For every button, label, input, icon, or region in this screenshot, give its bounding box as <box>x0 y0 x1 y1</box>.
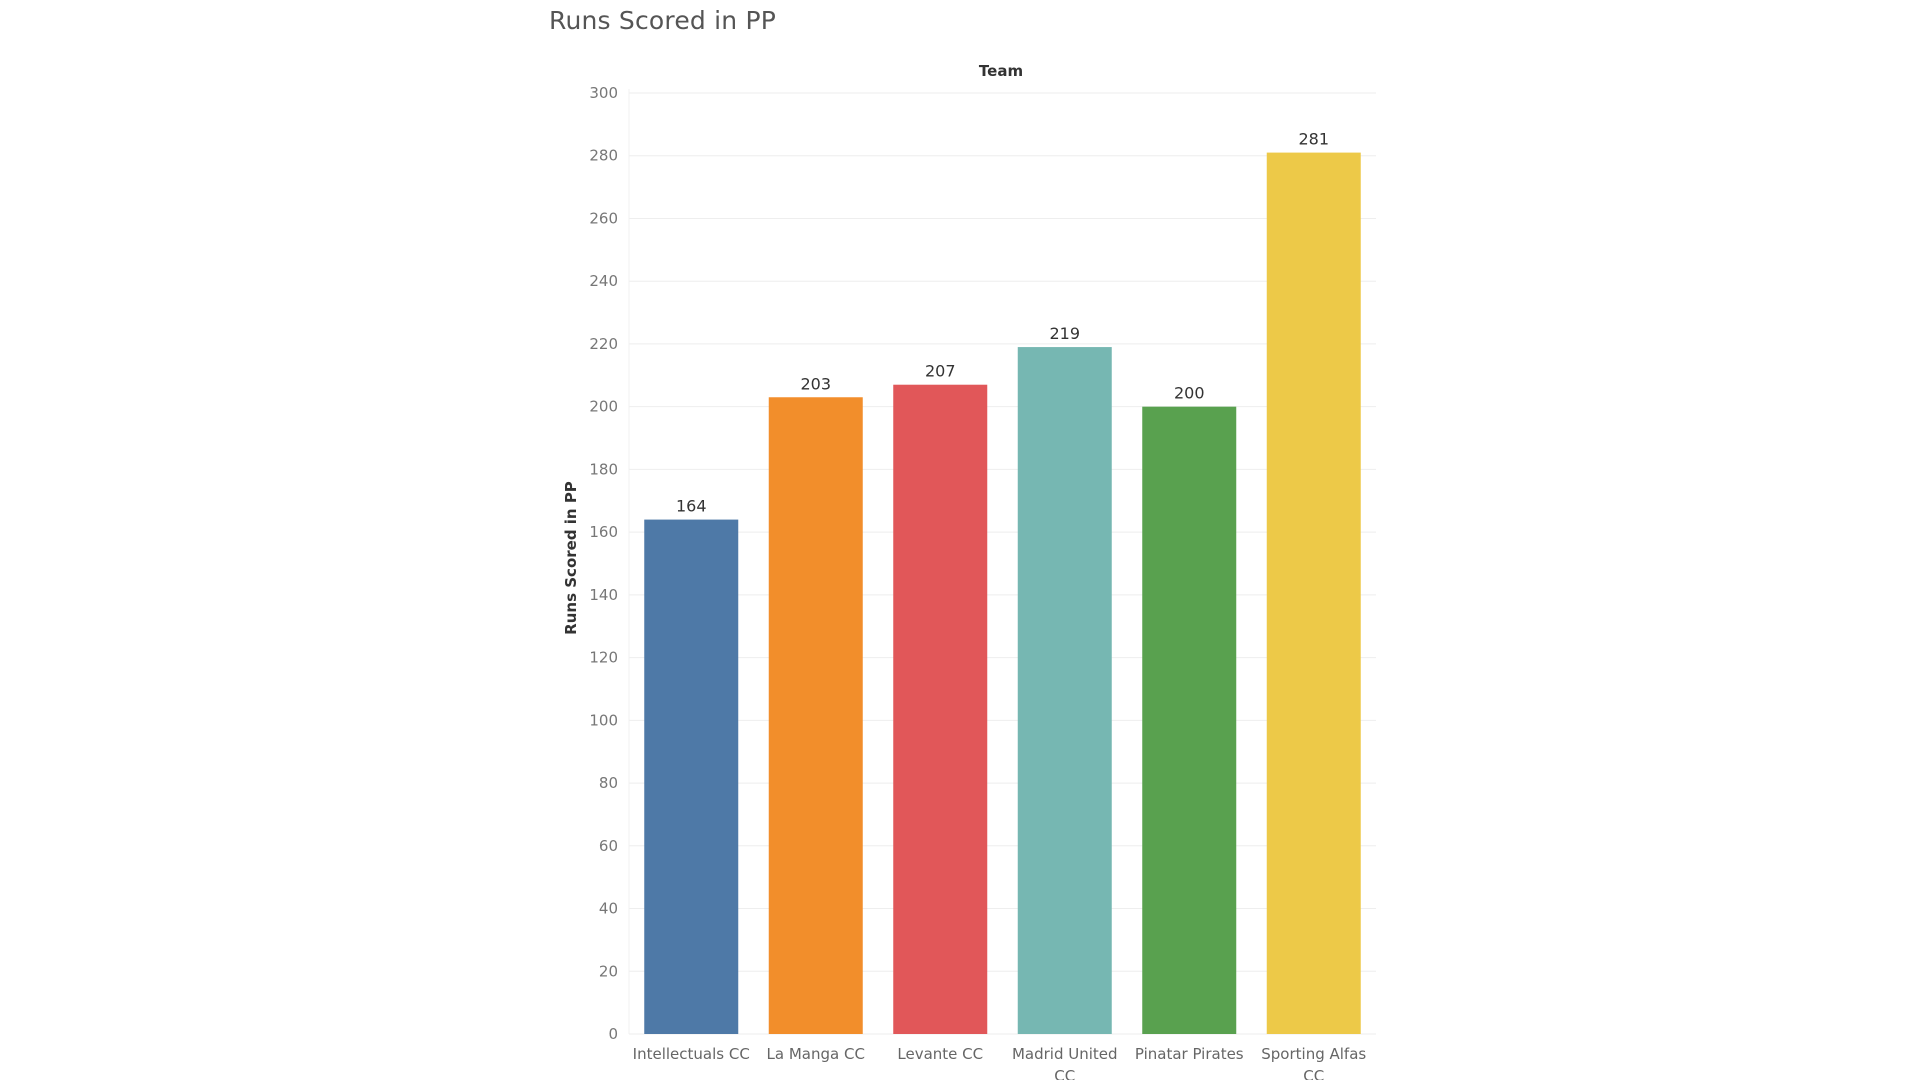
bar <box>1266 152 1361 1034</box>
y-tick-label: 60 <box>599 837 618 855</box>
x-axis: Intellectuals CC La Manga CC Levante CC Mad… <box>633 1045 1367 1080</box>
category-label: Madrid United CC <box>1012 1045 1118 1080</box>
y-tick-label: 140 <box>589 586 618 604</box>
chart-title: Runs Scored in PP <box>549 6 777 35</box>
data-label: 219 <box>1049 324 1080 343</box>
data-label: 164 <box>676 497 707 516</box>
y-tick-label: 200 <box>589 398 618 416</box>
y-tick-label: 0 <box>608 1025 618 1043</box>
bar <box>768 397 863 1034</box>
y-tick-label: 220 <box>589 335 618 353</box>
category-label: Sporting Alfas CC <box>1261 1045 1366 1080</box>
data-label: 207 <box>925 362 956 381</box>
y-tick-label: 120 <box>589 649 618 667</box>
gridlines <box>629 92 1376 1035</box>
y-tick-label: 80 <box>599 774 618 792</box>
bar <box>644 519 739 1034</box>
bar <box>893 384 988 1035</box>
y-axis-title: Runs Scored in PP <box>562 481 580 635</box>
column-header-title: Team <box>979 62 1023 80</box>
data-label: 281 <box>1298 130 1329 149</box>
data-label: 203 <box>800 374 831 393</box>
category-label: Intellectuals CC <box>633 1045 750 1063</box>
y-axis: 0 20 40 60 80 100 120 140 160 180 200 220 240 260 280 3… <box>589 84 630 1043</box>
y-tick-label: 240 <box>589 272 618 290</box>
category-label: Levante CC <box>897 1045 983 1063</box>
bars <box>644 152 1361 1035</box>
y-tick-label: 100 <box>589 711 618 729</box>
y-tick-label: 20 <box>599 962 618 980</box>
data-labels: 164 203 207 219 200 281 <box>676 130 1329 516</box>
y-tick-label: 260 <box>589 209 618 227</box>
bar <box>1142 406 1237 1035</box>
category-label: La Manga CC <box>767 1045 865 1063</box>
data-label: 200 <box>1174 384 1205 403</box>
y-tick-label: 280 <box>589 147 618 165</box>
y-tick-label: 300 <box>589 84 618 102</box>
y-tick-label: 40 <box>599 900 618 918</box>
category-label: Pinatar Pirates <box>1135 1045 1244 1063</box>
y-tick-label: 160 <box>589 523 618 541</box>
bar <box>1017 347 1112 1034</box>
y-tick-label: 180 <box>589 460 618 478</box>
